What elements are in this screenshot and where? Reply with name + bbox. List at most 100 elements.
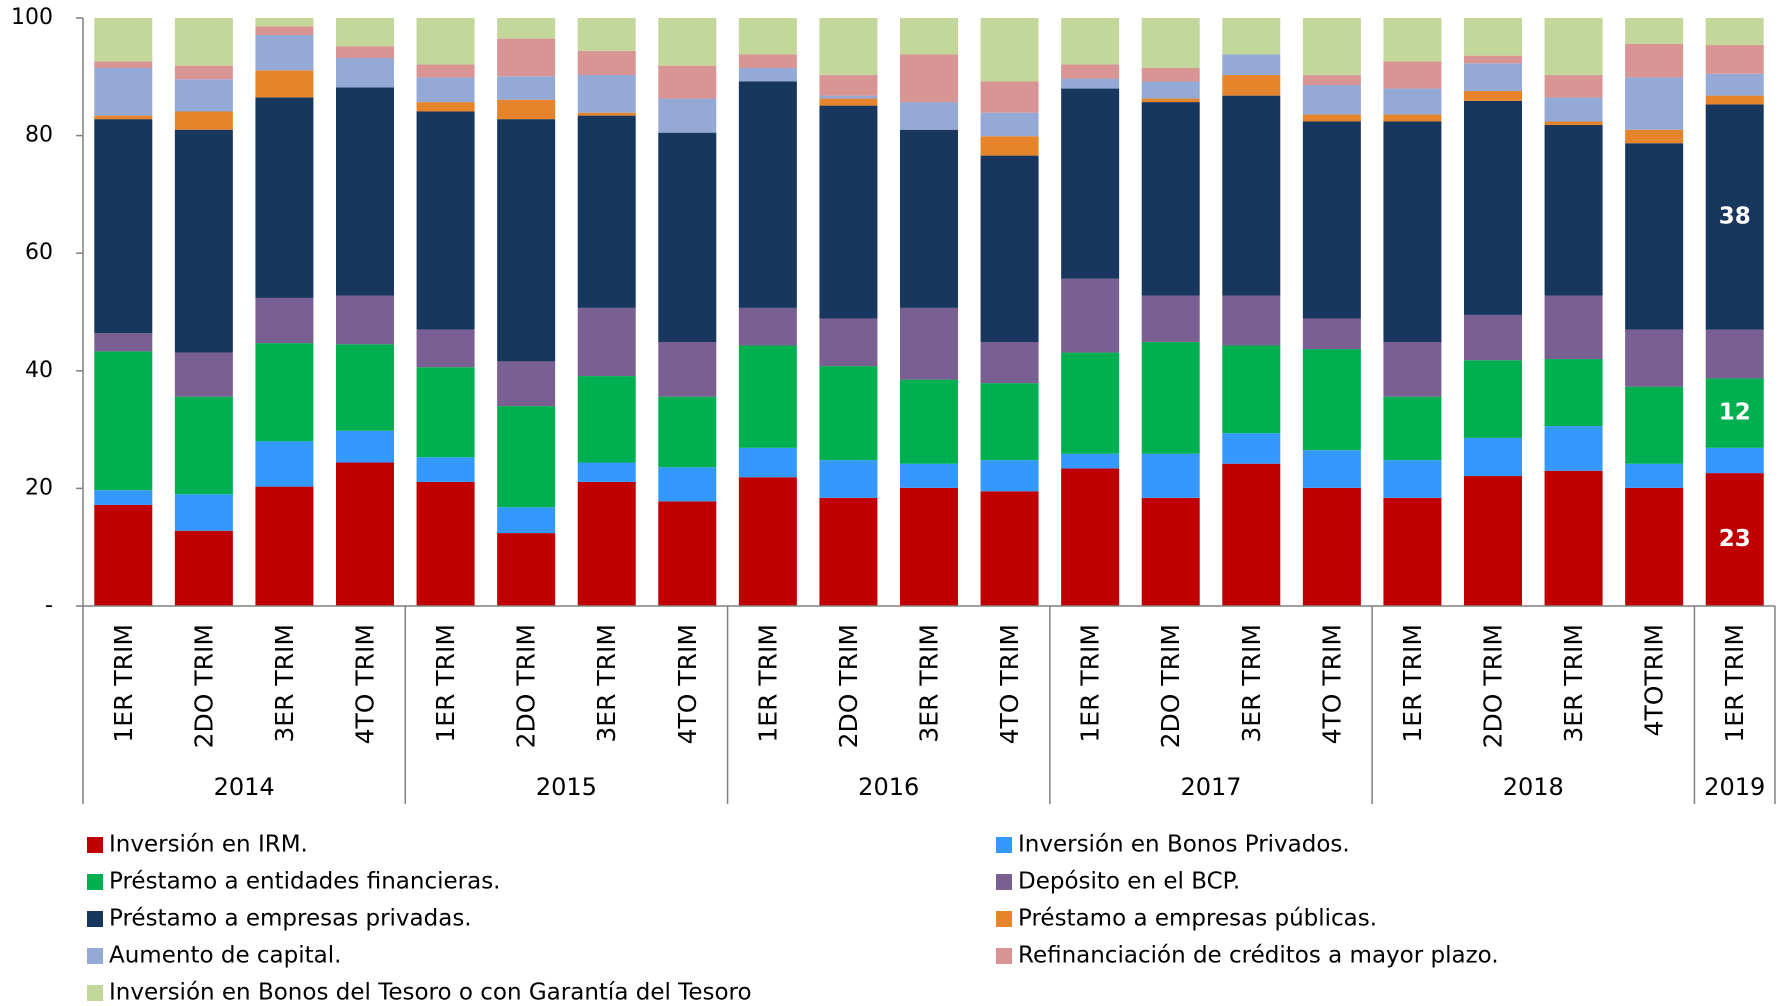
bar-segment	[1061, 468, 1120, 606]
bar-segment	[174, 111, 233, 130]
bar-segment	[1705, 473, 1764, 606]
bar-segment	[416, 111, 475, 330]
bar-segment	[1383, 18, 1442, 62]
bar-segment	[1705, 18, 1764, 46]
group-label: 2017	[1180, 773, 1241, 801]
bar-segment	[1463, 18, 1523, 56]
legend-label: Inversión en IRM.	[109, 832, 308, 858]
bar-segment	[255, 70, 314, 98]
legend-label: Refinanciación de créditos a mayor plazo…	[1018, 943, 1499, 969]
bar-segment	[1302, 450, 1361, 488]
bar-segment	[1625, 43, 1684, 78]
bar-segment	[1705, 329, 1764, 379]
value-label: 23	[1719, 526, 1751, 552]
bar-segment	[658, 65, 717, 99]
bar-segment	[335, 430, 395, 463]
bar-segment	[1544, 97, 1603, 122]
bar-segment	[1705, 378, 1764, 448]
bar-segment	[658, 132, 717, 342]
bar-segment	[738, 18, 797, 55]
legend-swatch	[87, 874, 103, 890]
legend-swatch	[87, 985, 103, 1001]
bar-segment	[899, 307, 959, 380]
legend-label: Préstamo a empresas públicas.	[1018, 906, 1377, 932]
bar-segment	[1302, 487, 1361, 606]
bar-segment	[738, 447, 797, 478]
bar-segment	[819, 497, 878, 606]
bar-segment	[738, 345, 797, 448]
y-tick-label: 100	[11, 5, 53, 30]
bar-segment	[416, 102, 475, 112]
bar-segment	[255, 486, 314, 606]
bar-segment	[255, 97, 314, 298]
bar-segment	[1383, 61, 1442, 89]
bar-segment	[1141, 453, 1200, 498]
bar-segment	[335, 18, 395, 47]
bar-segment	[980, 18, 1039, 82]
bar-segment	[1463, 360, 1523, 438]
bar-segment	[174, 18, 233, 66]
bar-segment	[1705, 447, 1764, 474]
group-label: 2018	[1503, 773, 1564, 801]
bar-segment	[1463, 476, 1523, 606]
bar-segment	[1463, 100, 1523, 315]
bar-segment	[497, 406, 556, 508]
bar-segment	[497, 507, 556, 534]
bar-segment	[335, 87, 395, 296]
bar-segment	[738, 477, 797, 606]
bar-segment	[980, 81, 1039, 113]
bar-segment	[497, 119, 556, 362]
bar-segment	[1302, 85, 1361, 115]
bar-segment	[899, 54, 959, 103]
bar-segment	[899, 18, 959, 55]
bar-segment	[658, 396, 717, 468]
bar-segment	[1383, 497, 1442, 606]
bar-segment	[1222, 95, 1281, 296]
bar-segment	[1141, 341, 1200, 454]
x-tick-label: 4TO TRIM	[673, 624, 702, 744]
value-label: 12	[1719, 400, 1751, 426]
bar-segment	[94, 61, 153, 68]
bar-segment	[899, 487, 959, 606]
bar-segment	[1544, 359, 1603, 427]
bar-segment	[1222, 18, 1281, 55]
bar-segment	[577, 18, 636, 51]
bar-segment	[255, 441, 314, 487]
x-tick-label: 3ER TRIM	[1559, 624, 1588, 743]
x-tick-label: 1ER TRIM	[1720, 624, 1749, 743]
bar-segment	[1625, 386, 1684, 464]
x-tick-label: 1ER TRIM	[431, 624, 460, 743]
bar-segment	[1222, 433, 1281, 464]
bar-segment	[1625, 18, 1684, 44]
bar-segment	[980, 136, 1039, 156]
y-tick-label: 80	[25, 123, 53, 148]
bar-segment	[416, 457, 475, 482]
bar-segment	[1705, 45, 1764, 74]
bar-segment	[497, 18, 556, 39]
bar-segment	[1222, 463, 1281, 606]
bar-segment	[1141, 295, 1200, 342]
bar-segment	[1302, 349, 1361, 451]
legend-swatch	[87, 948, 103, 964]
bar-segment	[577, 481, 636, 606]
bar-segment	[1383, 114, 1442, 122]
x-tick-label: 2DO TRIM	[1156, 624, 1185, 748]
bar-segment	[1383, 88, 1442, 115]
bar-segment	[1061, 64, 1120, 79]
bar-segment	[94, 119, 153, 334]
bar-segment	[980, 491, 1039, 606]
bar-segment	[1061, 18, 1120, 65]
bar-segment	[255, 297, 314, 344]
bar-segment	[94, 67, 153, 116]
x-tick-label: 2DO TRIM	[512, 624, 541, 748]
bar-segment	[899, 102, 959, 130]
bar-segment	[1625, 463, 1684, 488]
bar-segment	[1061, 352, 1120, 454]
bar-segment	[1463, 90, 1523, 101]
bar-segment	[416, 367, 475, 458]
bar-segment	[1383, 341, 1442, 397]
x-tick-label: 2DO TRIM	[189, 624, 218, 748]
bar-segment	[819, 95, 878, 99]
bar-segment	[497, 99, 556, 120]
